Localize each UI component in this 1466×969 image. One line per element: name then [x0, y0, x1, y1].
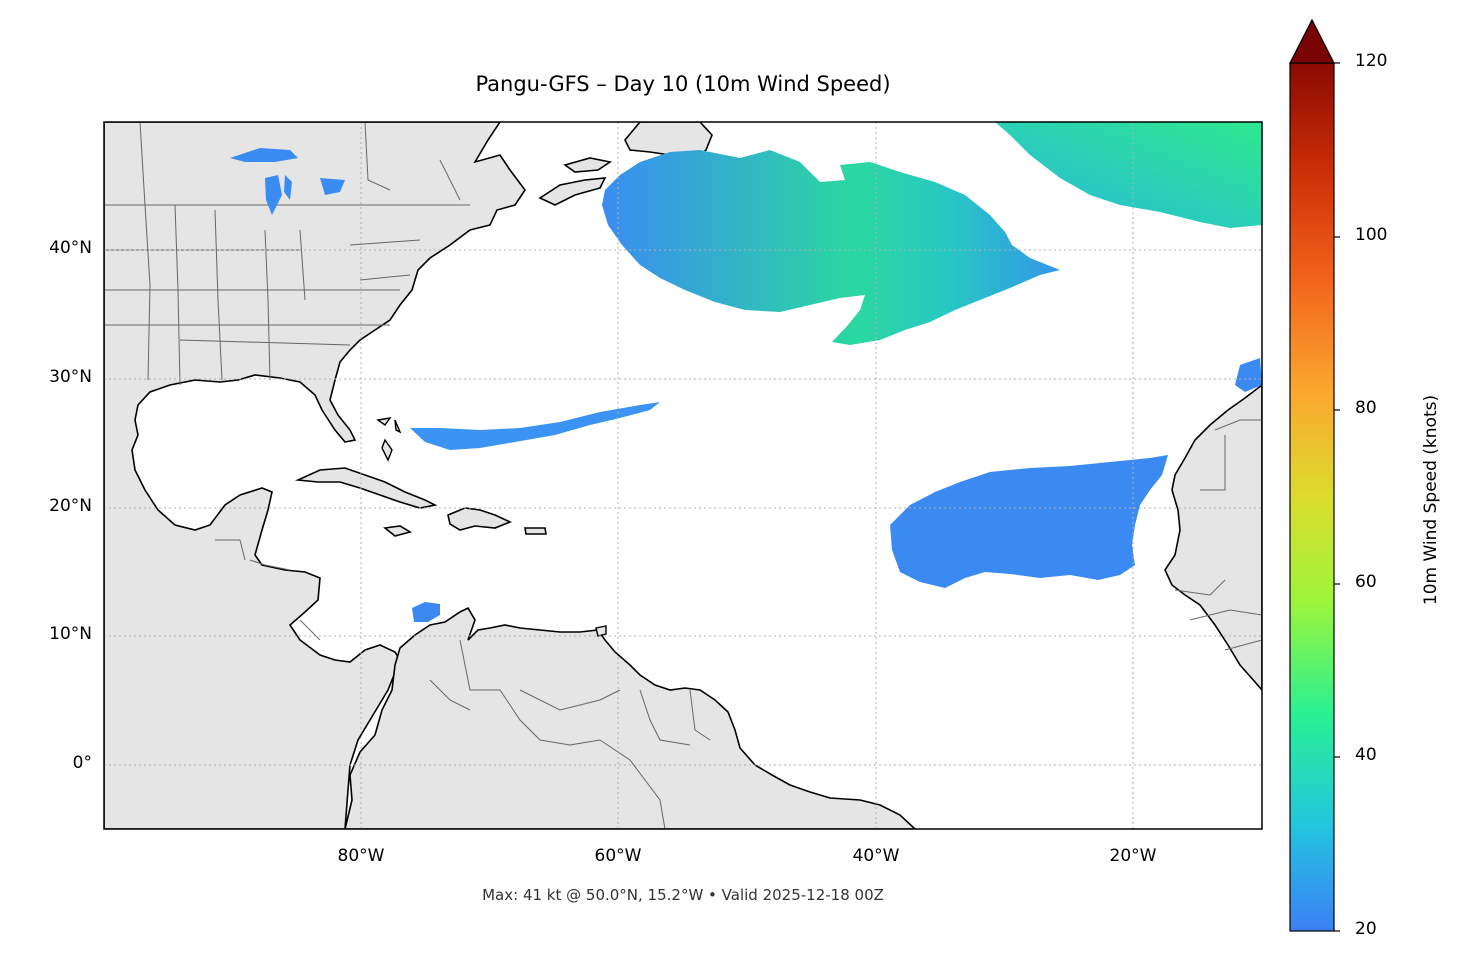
- land-labrador: [563, 157, 613, 173]
- lat-tick-label: 0°: [72, 753, 92, 773]
- lat-tick-label: 20°N: [49, 496, 92, 516]
- gridlines: [104, 122, 1262, 829]
- land-cuba: [294, 467, 438, 509]
- colorbar-tick-label: 20: [1355, 919, 1377, 939]
- colorbar-tick-label: 100: [1355, 225, 1388, 245]
- lon-tick-label: 80°W: [337, 846, 385, 866]
- land-bahamas: [376, 417, 402, 462]
- wind-field-north-atlantic-jet: [602, 150, 1060, 345]
- colorbar-tick-label: 80: [1355, 398, 1377, 418]
- lat-tick-label: 30°N: [49, 367, 92, 387]
- wind-field-bahamas-band: [410, 402, 660, 450]
- colorbar-label: 10m Wind Speed (knots): [1421, 394, 1441, 606]
- wind-field-tropical-atlantic: [890, 455, 1168, 588]
- lat-tick-label: 40°N: [49, 238, 92, 258]
- land-puerto-rico: [524, 527, 547, 535]
- chart-title: Pangu-GFS – Day 10 (10m Wind Speed): [475, 72, 891, 96]
- political-borders: [104, 122, 1262, 829]
- wind-field-northeast: [995, 122, 1262, 228]
- wind-field-east-edge: [1235, 358, 1262, 392]
- land-south-america: [344, 606, 917, 829]
- colorbar-tick-label: 60: [1355, 572, 1377, 592]
- great-lakes: [230, 148, 345, 215]
- land-nova-scotia: [538, 177, 607, 206]
- map-footer-caption: Max: 41 kt @ 50.0°N, 15.2°W • Valid 2025…: [482, 886, 884, 904]
- colorbar-gradient: [1289, 62, 1335, 932]
- colorbar-tick-label: 120: [1355, 51, 1388, 71]
- colorbar: [1289, 18, 1340, 932]
- land-africa: [1164, 383, 1262, 692]
- lon-tick-label: 40°W: [852, 846, 900, 866]
- colorbar-tick-label: 40: [1355, 745, 1377, 765]
- land-trinidad: [595, 625, 607, 637]
- wind-field-caribbean-south: [412, 602, 440, 622]
- lon-tick-label: 60°W: [594, 846, 642, 866]
- colorbar-extend-arrow: [1289, 18, 1335, 64]
- lon-tick-label: 20°W: [1109, 846, 1157, 866]
- land-hispaniola: [447, 507, 513, 531]
- map-frame: [103, 121, 1263, 830]
- lat-tick-label: 10°N: [49, 624, 92, 644]
- land-jamaica: [383, 525, 413, 537]
- land-north-america: [104, 122, 526, 829]
